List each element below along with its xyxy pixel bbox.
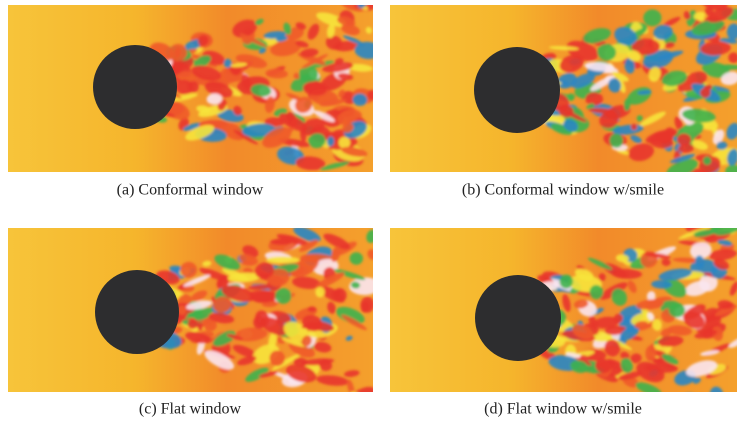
cylinder: [474, 47, 560, 133]
caption: (c) Flat window: [139, 401, 242, 418]
caption: (d) Flat window w/smile: [484, 401, 642, 418]
cfd-panel: [8, 0, 382, 172]
cfd-panel: [8, 214, 381, 412]
vortex: [266, 257, 299, 264]
vortex: [694, 392, 713, 409]
figure: (a) Conformal window (b) Conformal windo…: [0, 0, 742, 425]
vortex: [678, 392, 700, 412]
vortex: [354, 214, 363, 227]
vortex: [367, 90, 377, 101]
cylinder: [475, 275, 561, 361]
panels: [8, 0, 742, 421]
caption: (a) Conformal window: [117, 182, 264, 199]
vortex: [585, 92, 603, 105]
vortex: [708, 398, 731, 420]
vortex: [308, 306, 317, 312]
cfd-panel: [390, 214, 742, 420]
vortex: [699, 398, 733, 421]
cylinder: [93, 45, 177, 129]
cfd-panel: [390, 0, 742, 185]
vortex: [366, 0, 377, 3]
caption: (b) Conformal window w/smile: [462, 182, 664, 199]
cylinder: [95, 270, 179, 354]
